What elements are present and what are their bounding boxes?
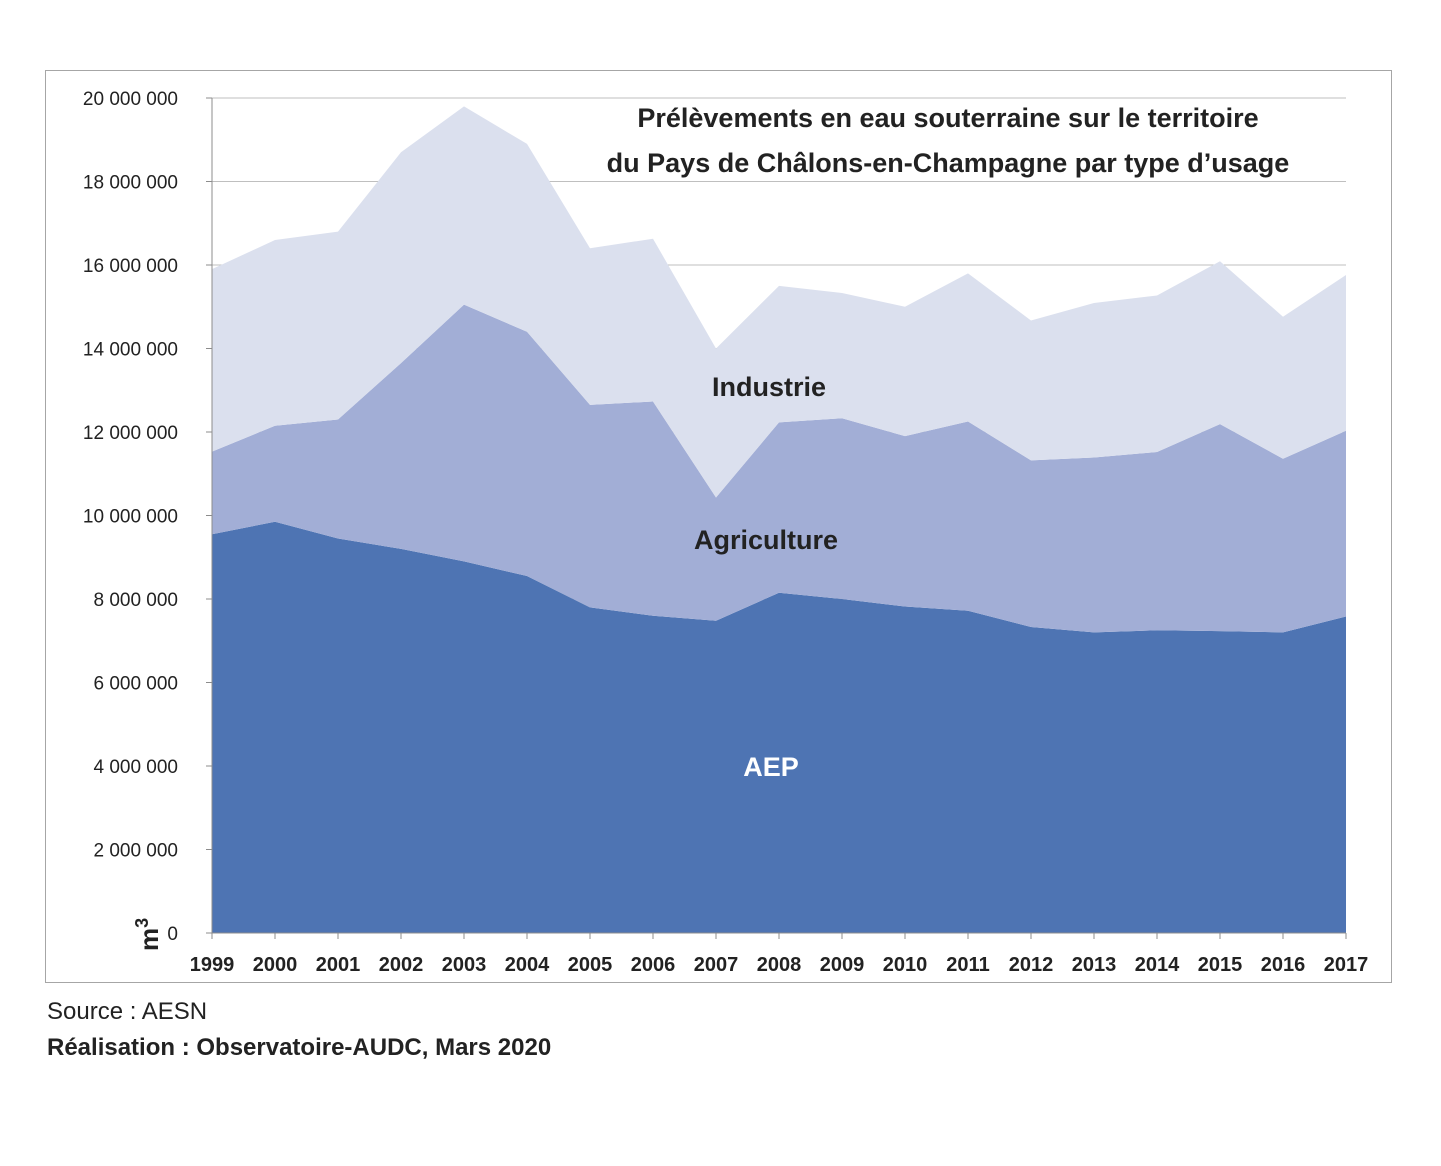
series-label-agriculture: Agriculture	[694, 525, 838, 555]
x-tick-label: 2012	[1009, 954, 1054, 976]
series-labels: Industrie Agriculture AEP	[694, 372, 838, 782]
stacked-areas	[212, 106, 1346, 933]
area-chart: 0 2 000 000 4 000 000 6 000 000 8 000 000 10 …	[83, 89, 1369, 976]
y-tick-labels: 0 2 000 000 4 000 000 6 000 000 8 000 000 10 …	[83, 89, 212, 945]
credit-note: Réalisation : Observatoire-AUDC, Mars 20…	[47, 1034, 552, 1061]
x-tick-label: 2002	[379, 954, 424, 976]
y-tick-label: 12 000 000	[83, 423, 178, 444]
x-tick-label: 2010	[883, 954, 928, 976]
y-axis-unit: m3	[132, 918, 164, 951]
x-tick-label: 2016	[1261, 954, 1306, 976]
x-tick-label: 2015	[1198, 954, 1243, 976]
x-tick-label: 2003	[442, 954, 487, 976]
x-tick-label: 1999	[190, 954, 235, 976]
y-tick-label: 10 000 000	[83, 507, 178, 528]
area-industrie	[212, 106, 1346, 498]
series-label-industrie: Industrie	[712, 372, 826, 402]
chart-title: Prélèvements en eau souterraine sur le t…	[607, 103, 1290, 178]
x-tick-label: 2000	[253, 954, 298, 976]
x-tick-label: 2006	[631, 954, 676, 976]
y-tick-label: 16 000 000	[83, 256, 178, 277]
source-note: Source : AESN	[47, 998, 208, 1025]
chart-title-line-1: Prélèvements en eau souterraine sur le t…	[637, 103, 1258, 133]
x-tick-labels: 1999 2000 2001 2002 2003 2004 2005 2006 2007 2008…	[190, 933, 1369, 976]
unit-superscript: 3	[132, 918, 152, 928]
x-tick-label: 2017	[1324, 954, 1369, 976]
y-axis-unit-label: m3	[132, 918, 164, 951]
y-tick-label: 6 000 000	[93, 674, 178, 695]
y-tick-label: 20 000 000	[83, 89, 178, 110]
x-tick-label: 2001	[316, 954, 361, 976]
y-tick-label: 18 000 000	[83, 173, 178, 194]
chart-title-line-2: du Pays de Châlons-en-Champagne par type…	[607, 148, 1290, 178]
unit-base: m	[134, 928, 164, 951]
y-tick-label: 0	[167, 924, 178, 945]
series-label-aep: AEP	[743, 752, 799, 782]
chart-frame: 0 2 000 000 4 000 000 6 000 000 8 000 000 10 …	[45, 70, 1392, 983]
x-tick-label: 2007	[694, 954, 739, 976]
x-tick-label: 2013	[1072, 954, 1117, 976]
x-tick-label: 2005	[568, 954, 613, 976]
x-tick-label: 2004	[505, 954, 550, 976]
x-tick-label: 2008	[757, 954, 802, 976]
x-tick-label: 2011	[946, 954, 989, 976]
y-tick-label: 14 000 000	[83, 340, 178, 361]
y-tick-label: 2 000 000	[93, 841, 178, 862]
x-tick-label: 2014	[1135, 954, 1180, 976]
y-tick-label: 4 000 000	[93, 757, 178, 778]
x-tick-label: 2009	[820, 954, 865, 976]
area-agriculture	[212, 304, 1346, 633]
area-aep	[212, 521, 1346, 933]
y-tick-label: 8 000 000	[93, 590, 178, 611]
